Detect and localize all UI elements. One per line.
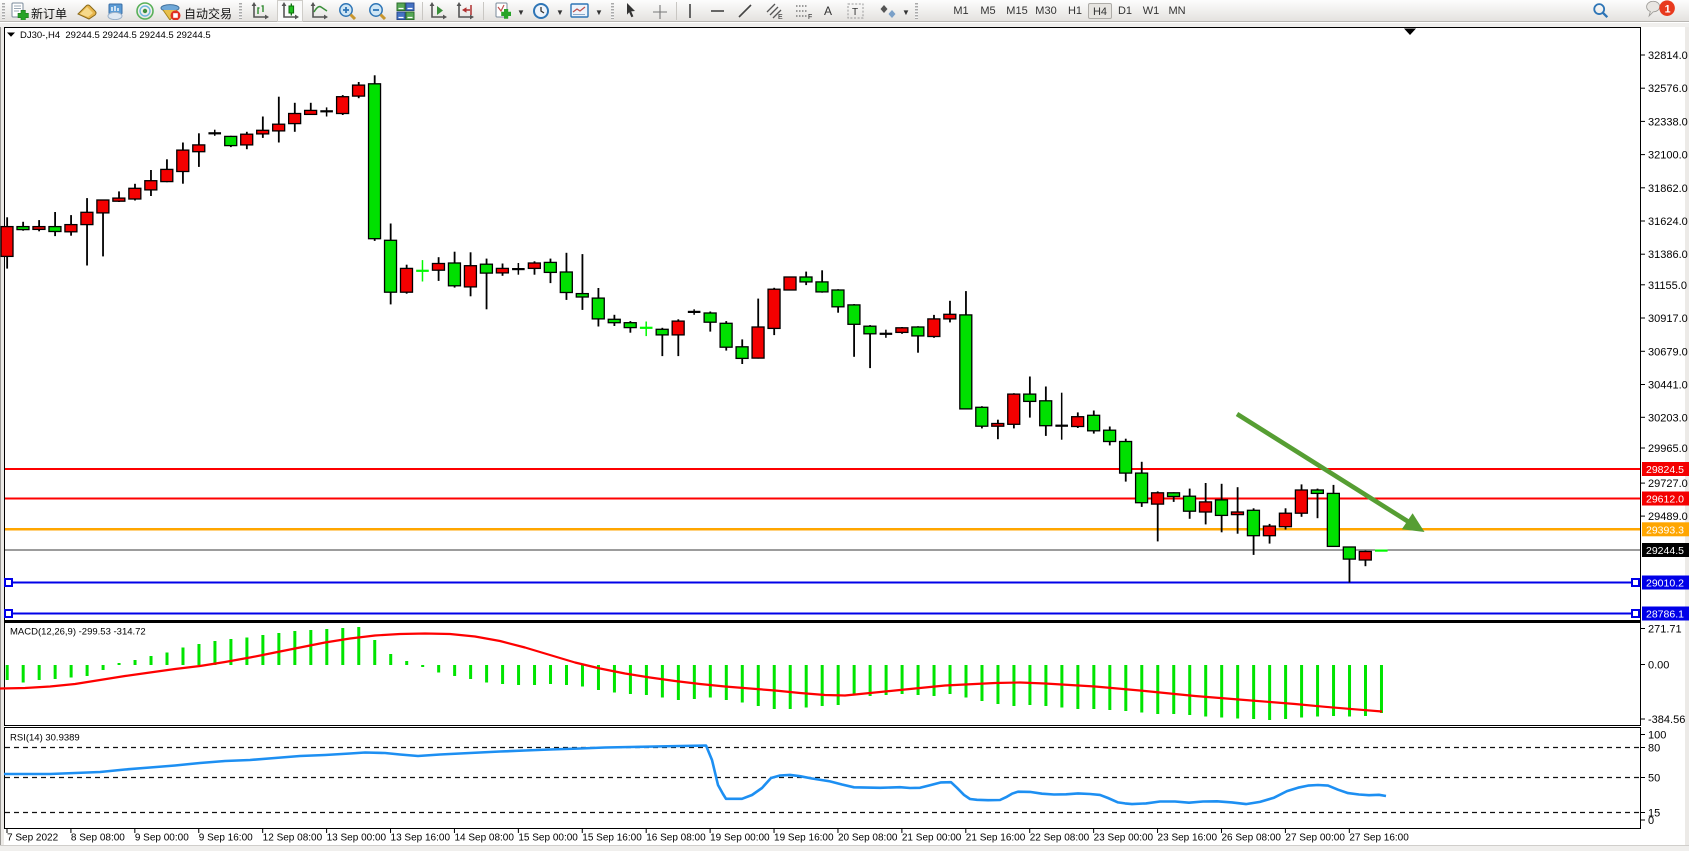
svg-text:31386.0: 31386.0 <box>1648 249 1688 261</box>
svg-text:14 Sep 08:00: 14 Sep 08:00 <box>454 833 514 844</box>
svg-text:19 Sep 16:00: 19 Sep 16:00 <box>774 833 834 844</box>
svg-text:31624.0: 31624.0 <box>1648 216 1688 228</box>
svg-text:13 Sep 16:00: 13 Sep 16:00 <box>391 833 451 844</box>
svg-text:29489.0: 29489.0 <box>1648 511 1688 523</box>
svg-text:80: 80 <box>1648 743 1660 755</box>
svg-text:21 Sep 16:00: 21 Sep 16:00 <box>966 833 1026 844</box>
svg-text:32576.0: 32576.0 <box>1648 83 1688 95</box>
svg-text:29727.0: 29727.0 <box>1648 478 1688 490</box>
svg-text:29612.0: 29612.0 <box>1646 494 1684 506</box>
svg-text:9 Sep 00:00: 9 Sep 00:00 <box>135 833 189 844</box>
svg-text:50: 50 <box>1648 773 1660 785</box>
svg-text:28786.1: 28786.1 <box>1646 609 1684 621</box>
svg-text:26 Sep 08:00: 26 Sep 08:00 <box>1221 833 1281 844</box>
svg-text:9 Sep 16:00: 9 Sep 16:00 <box>199 833 253 844</box>
svg-text:RSI(14) 30.9389: RSI(14) 30.9389 <box>10 733 80 744</box>
svg-text:23 Sep 00:00: 23 Sep 00:00 <box>1094 833 1154 844</box>
svg-text:29244.5: 29244.5 <box>1646 545 1684 557</box>
svg-text:0.00: 0.00 <box>1648 660 1669 672</box>
svg-text:15 Sep 16:00: 15 Sep 16:00 <box>582 833 642 844</box>
svg-text:T: T <box>852 7 858 18</box>
svg-text:8 Sep 08:00: 8 Sep 08:00 <box>71 833 125 844</box>
svg-text:F: F <box>808 14 812 20</box>
svg-text:29965.0: 29965.0 <box>1648 443 1688 455</box>
svg-text:27 Sep 16:00: 27 Sep 16:00 <box>1349 833 1409 844</box>
svg-text:30917.0: 30917.0 <box>1648 313 1688 325</box>
svg-text:DJ30-,H4 29244.5 29244.5 2924: DJ30-,H4 29244.5 29244.5 29244.5 29244.5 <box>20 30 211 41</box>
svg-text:13 Sep 00:00: 13 Sep 00:00 <box>327 833 387 844</box>
svg-text:29824.5: 29824.5 <box>1646 464 1684 476</box>
svg-text:31862.0: 31862.0 <box>1648 183 1688 195</box>
svg-text:30679.0: 30679.0 <box>1648 346 1688 358</box>
svg-text:31155.0: 31155.0 <box>1648 280 1687 292</box>
svg-text:22 Sep 08:00: 22 Sep 08:00 <box>1030 833 1090 844</box>
svg-text:20 Sep 08:00: 20 Sep 08:00 <box>838 833 898 844</box>
svg-text:12 Sep 08:00: 12 Sep 08:00 <box>263 833 323 844</box>
svg-text:15 Sep 00:00: 15 Sep 00:00 <box>518 833 578 844</box>
svg-text:23 Sep 16:00: 23 Sep 16:00 <box>1158 833 1218 844</box>
svg-text:30441.0: 30441.0 <box>1648 380 1688 392</box>
svg-text:0: 0 <box>1648 815 1654 827</box>
svg-text:32100.0: 32100.0 <box>1648 150 1688 162</box>
svg-text:7 Sep 2022: 7 Sep 2022 <box>7 833 59 844</box>
svg-text:27 Sep 00:00: 27 Sep 00:00 <box>1285 833 1345 844</box>
svg-text:29010.2: 29010.2 <box>1646 578 1684 590</box>
svg-text:15: 15 <box>1648 808 1660 820</box>
svg-text:19 Sep 00:00: 19 Sep 00:00 <box>710 833 770 844</box>
svg-text:16 Sep 08:00: 16 Sep 08:00 <box>646 833 706 844</box>
svg-text:-384.56: -384.56 <box>1648 714 1685 726</box>
svg-text:32814.0: 32814.0 <box>1648 50 1688 62</box>
svg-text:1: 1 <box>1665 3 1671 15</box>
svg-text:21 Sep 00:00: 21 Sep 00:00 <box>902 833 962 844</box>
svg-text:32338.0: 32338.0 <box>1648 116 1688 128</box>
svg-text:100: 100 <box>1648 730 1666 742</box>
svg-text:E: E <box>778 14 783 20</box>
svg-text:30203.0: 30203.0 <box>1648 412 1688 424</box>
svg-text:MACD(12,26,9) -299.53 -314.72: MACD(12,26,9) -299.53 -314.72 <box>10 627 146 638</box>
svg-text:29393.3: 29393.3 <box>1646 524 1684 536</box>
svg-text:271.71: 271.71 <box>1648 624 1682 636</box>
